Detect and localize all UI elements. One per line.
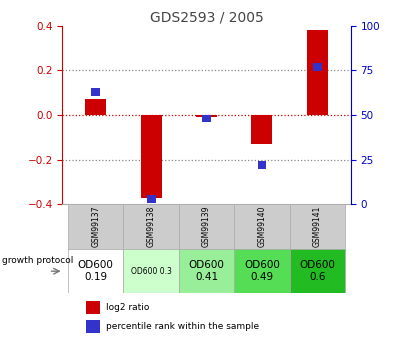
- Bar: [85, 301, 100, 314]
- Bar: [234, 204, 290, 249]
- Text: growth protocol: growth protocol: [2, 256, 73, 265]
- Bar: [123, 249, 179, 294]
- Text: percentile rank within the sample: percentile rank within the sample: [106, 322, 259, 331]
- Text: OD600
0.41: OD600 0.41: [189, 260, 224, 282]
- Text: GSM99140: GSM99140: [258, 206, 266, 247]
- Bar: [85, 99, 106, 115]
- Bar: [147, 195, 156, 203]
- Text: GSM99139: GSM99139: [202, 206, 211, 247]
- Bar: [202, 115, 211, 122]
- Bar: [290, 249, 345, 294]
- Bar: [123, 204, 179, 249]
- Bar: [313, 63, 322, 71]
- Bar: [91, 88, 100, 96]
- Bar: [234, 249, 290, 294]
- Text: GSM99138: GSM99138: [147, 206, 156, 247]
- Bar: [196, 115, 217, 117]
- Bar: [307, 30, 328, 115]
- Text: OD600 0.3: OD600 0.3: [131, 267, 172, 276]
- Bar: [290, 204, 345, 249]
- Bar: [141, 115, 162, 198]
- Text: log2 ratio: log2 ratio: [106, 303, 149, 312]
- Text: GSM99141: GSM99141: [313, 206, 322, 247]
- Bar: [68, 249, 123, 294]
- Bar: [68, 204, 123, 249]
- Bar: [179, 204, 234, 249]
- Text: OD600
0.6: OD600 0.6: [299, 260, 335, 282]
- Text: OD600
0.19: OD600 0.19: [78, 260, 114, 282]
- Title: GDS2593 / 2005: GDS2593 / 2005: [150, 11, 264, 25]
- Bar: [251, 115, 272, 144]
- Bar: [85, 320, 100, 333]
- Text: GSM99137: GSM99137: [91, 206, 100, 247]
- Bar: [179, 249, 234, 294]
- Bar: [258, 161, 266, 169]
- Text: OD600
0.49: OD600 0.49: [244, 260, 280, 282]
